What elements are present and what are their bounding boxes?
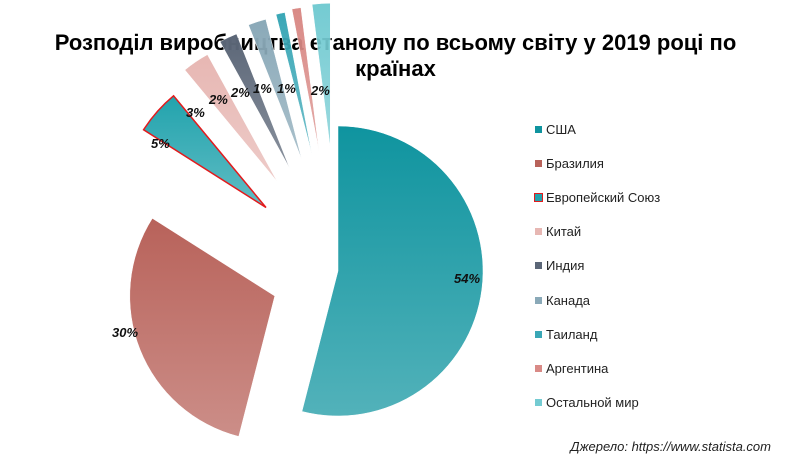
- legend: США Бразилия Европейский Союз Китай Индия Кан…: [535, 112, 775, 420]
- pie-slice-1: [301, 125, 484, 417]
- pie-slice-2: [129, 217, 276, 437]
- legend-label: Китай: [546, 224, 582, 240]
- legend-label: Канада: [546, 292, 591, 308]
- legend-item: Таиланд: [535, 317, 775, 351]
- legend-item: Остальной мир: [535, 386, 775, 420]
- legend-swatch: [535, 330, 542, 338]
- data-label-1: 54%: [454, 271, 480, 286]
- legend-label: Европейский Союз: [546, 189, 661, 205]
- legend-item: Бразилия: [535, 146, 775, 180]
- legend-item: Европейский Союз: [535, 180, 775, 214]
- legend-label: Бразилия: [546, 155, 604, 171]
- legend-item: Китай: [535, 215, 775, 249]
- legend-swatch: [535, 296, 542, 304]
- legend-swatch: [535, 193, 542, 201]
- legend-label: Остальной мир: [546, 395, 639, 411]
- data-label-7: 1%: [253, 81, 272, 96]
- chart-title: Розподіл виробництва етанолу по всьому с…: [54, 30, 737, 81]
- legend-item: Аргентина: [535, 351, 775, 385]
- data-label-3: 5%: [151, 136, 170, 151]
- legend-item: США: [535, 112, 775, 146]
- pie-slice-5: [219, 33, 291, 169]
- legend-label: Таиланд: [546, 326, 598, 342]
- data-label-8: 1%: [277, 81, 296, 96]
- source-note: Джерело: https://www.statista.com: [570, 439, 771, 454]
- legend-swatch: [535, 159, 542, 167]
- legend-swatch: [535, 125, 542, 133]
- pie-slice-3: [142, 94, 267, 209]
- pie-slice-4: [184, 54, 278, 182]
- pie-slice-8: [291, 7, 320, 152]
- pie-slice-7: [275, 12, 313, 155]
- legend-label: США: [546, 121, 576, 137]
- data-label-9: 2%: [310, 83, 330, 98]
- data-label-6: 2%: [230, 85, 250, 100]
- data-label-2: 30%: [112, 325, 138, 340]
- legend-swatch: [535, 262, 542, 270]
- pie-slice-6: [248, 18, 303, 160]
- legend-label: Аргентина: [546, 360, 609, 376]
- legend-item: Канада: [535, 283, 775, 317]
- legend-item: Индия: [535, 249, 775, 283]
- pie-slice-9: [311, 2, 331, 149]
- legend-swatch: [535, 399, 542, 407]
- legend-swatch: [535, 364, 542, 372]
- data-label-4: 3%: [186, 105, 205, 120]
- legend-label: Индия: [546, 258, 585, 274]
- data-label-5: 2%: [208, 92, 228, 107]
- legend-swatch: [535, 228, 542, 236]
